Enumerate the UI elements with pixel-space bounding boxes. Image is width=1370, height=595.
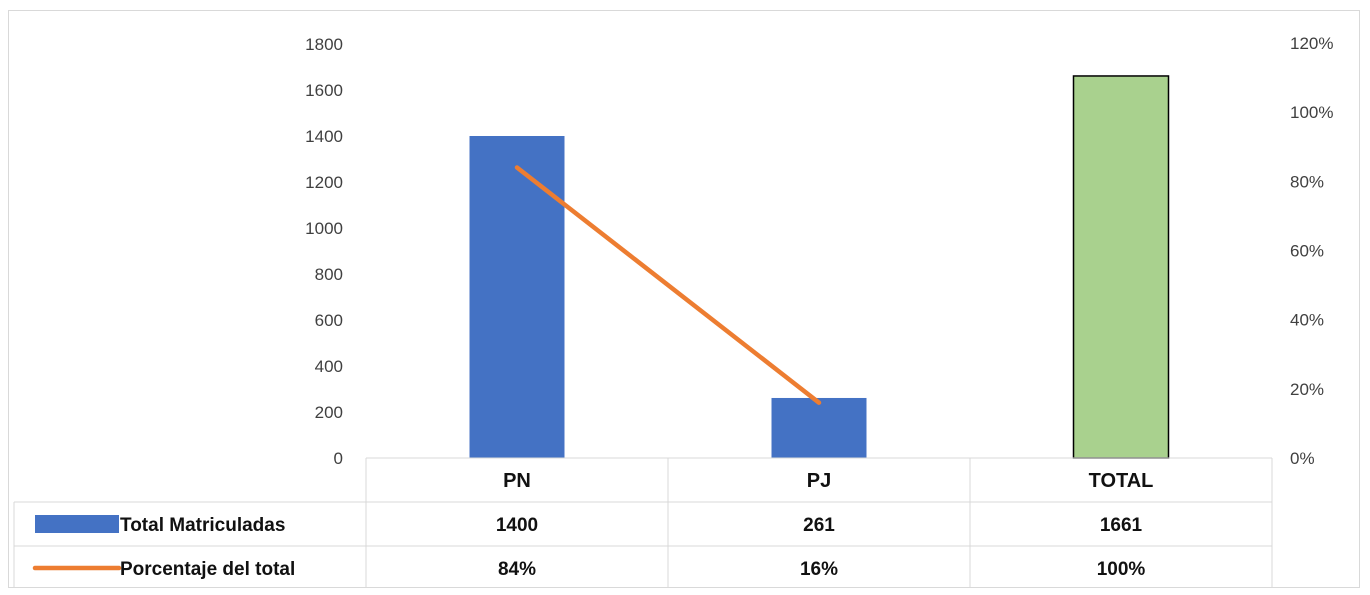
table-value: 84% [498, 559, 536, 580]
chart-frame: 0 200 400 600 800 1000 1200 1400 1600 1800 0% 20% 4… [8, 10, 1360, 591]
bar-pn [469, 136, 565, 458]
line-series [514, 165, 822, 405]
table-value: 1661 [1100, 515, 1143, 536]
data-table: PN PJ TOTAL Total Matriculadas 1400 261 1661 Po… [13, 457, 1273, 591]
left-tick-label: 0 [334, 449, 343, 468]
right-tick-label: 80% [1290, 172, 1324, 191]
left-tick-label: 1200 [305, 173, 343, 192]
left-axis: 0 200 400 600 800 1000 1200 1400 1600 1800 [305, 35, 343, 468]
bar-pj [771, 397, 867, 458]
left-tick-label: 1000 [305, 219, 343, 238]
category-label: TOTAL [1089, 470, 1154, 492]
legend-label: Porcentaje del total [120, 559, 295, 580]
table-value: 261 [803, 515, 835, 536]
chart: 0 200 400 600 800 1000 1200 1400 1600 1800 0% 20% 4… [13, 34, 1333, 591]
right-axis: 0% 20% 40% 60% 80% 100% 120% [1290, 34, 1333, 468]
left-tick-label: 1400 [305, 127, 343, 146]
left-tick-label: 200 [315, 403, 343, 422]
right-tick-label: 20% [1290, 380, 1324, 399]
right-tick-label: 40% [1290, 311, 1324, 330]
category-label: PJ [807, 470, 831, 492]
left-tick-label: 800 [315, 265, 343, 284]
right-tick-label: 120% [1290, 34, 1333, 53]
legend-key-bar [35, 515, 119, 533]
table-value: 100% [1097, 559, 1146, 580]
left-tick-label: 400 [315, 357, 343, 376]
right-tick-label: 100% [1290, 103, 1333, 122]
left-tick-label: 1800 [305, 35, 343, 54]
table-value: 1400 [496, 515, 538, 536]
category-label: PN [503, 470, 531, 492]
table-value: 16% [800, 559, 838, 580]
bar-total [1072, 75, 1170, 459]
left-tick-label: 600 [315, 311, 343, 330]
right-tick-label: 60% [1290, 242, 1324, 261]
legend-label: Total Matriculadas [120, 515, 285, 536]
right-tick-label: 0% [1290, 449, 1315, 468]
left-tick-label: 1600 [305, 81, 343, 100]
line-porcentaje-del-total [514, 165, 822, 405]
